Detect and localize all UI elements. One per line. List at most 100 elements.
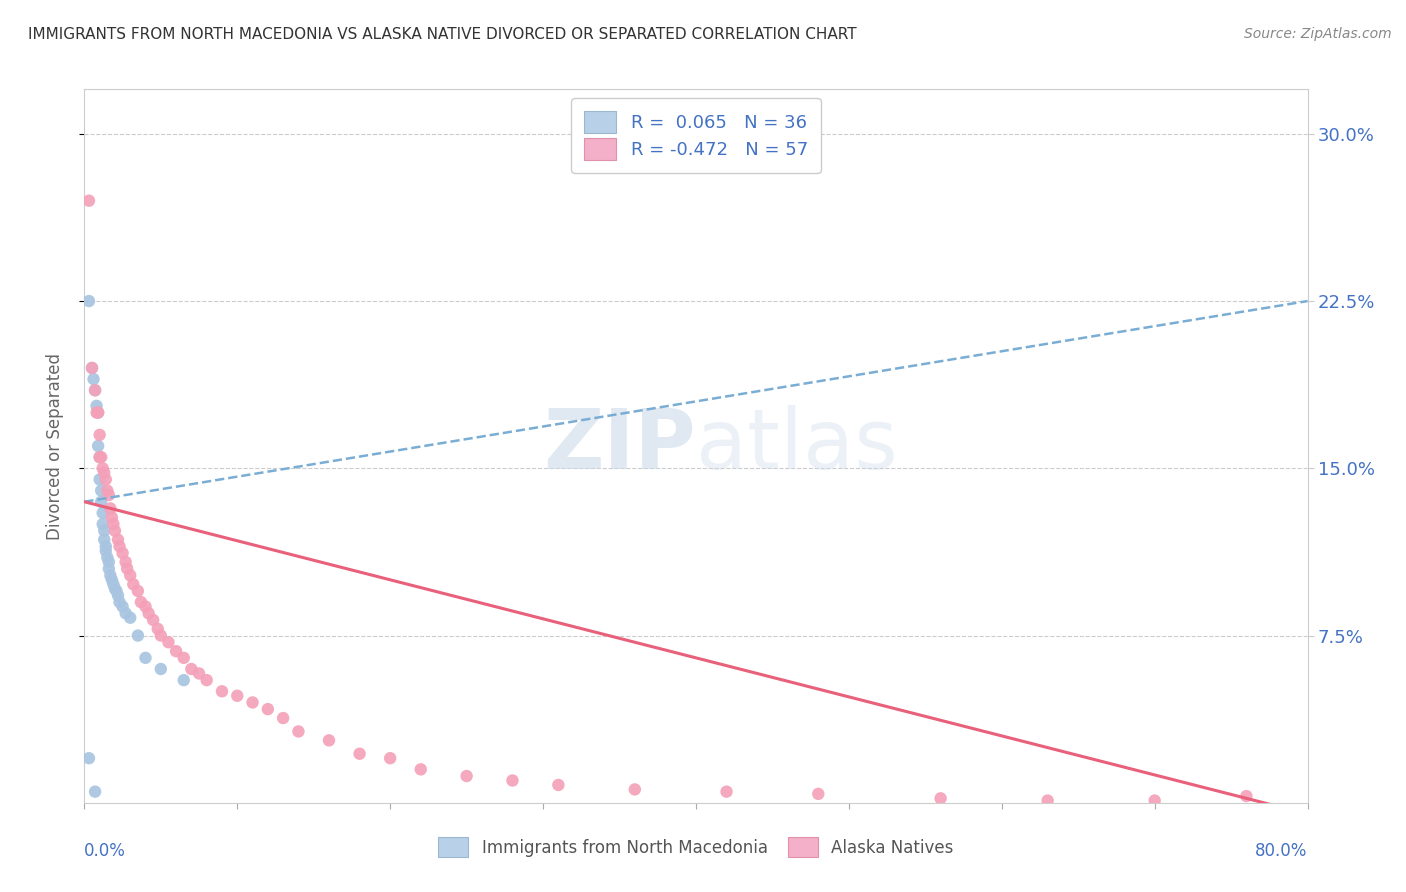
Point [122, 577, 145, 591]
Point [91, 506, 114, 520]
Point [380, 751, 402, 765]
Point [89, 427, 111, 442]
Point [80, 360, 103, 375]
Point [104, 582, 127, 596]
Point [129, 595, 152, 609]
Point [318, 733, 340, 747]
Point [84, 785, 107, 799]
Point [226, 689, 249, 703]
Point [108, 595, 131, 609]
Point [107, 533, 129, 547]
Text: ZIP: ZIP [544, 406, 696, 486]
Point [87, 405, 110, 419]
Point [127, 583, 149, 598]
Point [105, 583, 128, 598]
Point [103, 516, 125, 531]
Point [157, 635, 180, 649]
Point [97, 555, 120, 569]
Point [111, 599, 134, 614]
Point [103, 577, 125, 591]
Point [456, 769, 478, 783]
Point [135, 651, 157, 665]
Y-axis label: Divorced or Separated: Divorced or Separated [45, 352, 63, 540]
Point [120, 610, 142, 624]
Point [94, 473, 117, 487]
Point [547, 778, 569, 792]
Point [101, 573, 124, 587]
Point [716, 785, 738, 799]
Point [409, 762, 432, 776]
Legend: Immigrants from North Macedonia, Alaska Natives: Immigrants from North Macedonia, Alaska … [430, 829, 962, 866]
Point [77, 751, 100, 765]
Point [188, 666, 211, 681]
Point [173, 673, 195, 687]
Point [149, 662, 172, 676]
Point [90, 450, 112, 464]
Point [80, 360, 103, 375]
Point [91, 461, 114, 475]
Point [807, 787, 830, 801]
Point [173, 651, 195, 665]
Point [146, 622, 169, 636]
Point [90, 483, 112, 498]
Point [84, 384, 107, 398]
Point [114, 607, 136, 621]
Point [242, 696, 264, 710]
Point [211, 684, 233, 698]
Point [127, 628, 149, 642]
Point [502, 773, 524, 788]
Point [929, 791, 952, 805]
Text: 80.0%: 80.0% [1256, 842, 1308, 860]
Point [135, 599, 157, 614]
Point [89, 450, 111, 464]
Point [111, 546, 134, 560]
Point [1236, 789, 1258, 804]
Point [96, 483, 118, 498]
Point [149, 628, 172, 642]
Point [93, 466, 115, 480]
Point [77, 293, 100, 308]
Point [97, 562, 120, 576]
Point [624, 782, 647, 797]
Point [195, 673, 218, 687]
Point [90, 494, 112, 508]
Point [83, 372, 105, 386]
Point [98, 568, 121, 582]
Point [93, 524, 115, 538]
Point [94, 543, 117, 558]
Point [138, 607, 160, 621]
Point [257, 702, 280, 716]
Point [108, 539, 131, 553]
Point [77, 194, 100, 208]
Point [287, 724, 309, 739]
Point [89, 450, 111, 464]
Point [114, 555, 136, 569]
Point [86, 405, 108, 419]
Point [96, 550, 118, 565]
Text: IMMIGRANTS FROM NORTH MACEDONIA VS ALASKA NATIVE DIVORCED OR SEPARATED CORRELATI: IMMIGRANTS FROM NORTH MACEDONIA VS ALASK… [28, 27, 856, 42]
Point [97, 488, 120, 502]
Point [104, 524, 127, 538]
Point [101, 510, 124, 524]
Point [1143, 794, 1166, 808]
Point [87, 405, 110, 419]
Point [94, 539, 117, 553]
Text: atlas: atlas [696, 406, 897, 486]
Point [1036, 794, 1059, 808]
Point [115, 562, 138, 576]
Point [89, 473, 111, 487]
Point [87, 439, 110, 453]
Point [120, 568, 142, 582]
Point [142, 613, 165, 627]
Point [107, 589, 129, 603]
Point [349, 747, 371, 761]
Text: 0.0%: 0.0% [84, 842, 127, 860]
Point [165, 644, 187, 658]
Point [93, 533, 115, 547]
Point [271, 711, 294, 725]
Point [86, 399, 108, 413]
Point [180, 662, 202, 676]
Point [91, 516, 114, 531]
Point [84, 384, 107, 398]
Text: Source: ZipAtlas.com: Source: ZipAtlas.com [1244, 27, 1392, 41]
